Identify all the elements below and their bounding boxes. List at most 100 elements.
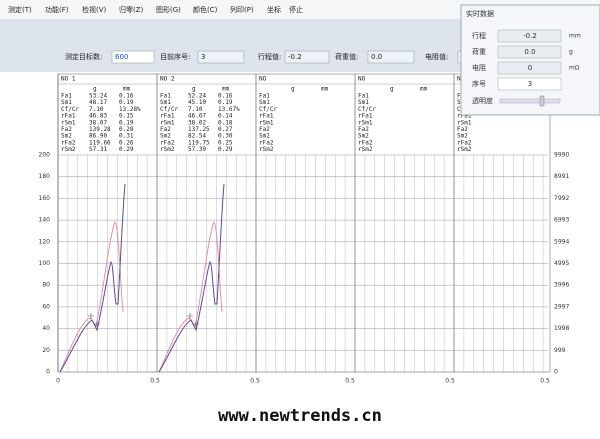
x-tick-label: 0.5 [540, 378, 550, 385]
panel-cell: rSm2 [259, 146, 274, 153]
panel-cell: Fa1 [259, 93, 270, 100]
panel-cell: 0.19 [218, 99, 233, 106]
y-tick-label: 200 [39, 152, 51, 159]
y2-tick-label: 7992 [554, 195, 569, 202]
panel-cell: 119.75 [188, 139, 210, 146]
panel-cell: rFa1 [358, 113, 373, 120]
panel-cell: rSm2 [61, 146, 76, 153]
panel-unit: mm [222, 86, 230, 93]
field-value: 3 [201, 53, 205, 61]
menu-item[interactable]: 检视(V) [82, 5, 107, 14]
panel-cell: Fa1 [61, 93, 72, 100]
panel-unit: g [291, 86, 295, 93]
field-value: 0.0 [371, 53, 382, 61]
y2-tick-label: 0 [554, 369, 558, 376]
y2-tick-label: 9990 [554, 152, 569, 159]
panel-cell: 57.31 [89, 146, 107, 153]
panel-unit: g [93, 86, 97, 93]
panel-cell: Cf/Cr [160, 106, 178, 113]
field-box[interactable] [284, 50, 330, 64]
realtime-unit: mm [569, 33, 581, 40]
panel-cell: 0.18 [218, 119, 233, 126]
x-tick-label: 0.5 [445, 378, 455, 385]
menu-item[interactable]: 图形(G) [156, 6, 181, 14]
curve [158, 183, 225, 373]
field-label: 测定目标数: [65, 52, 102, 61]
realtime-label: 电阻 [472, 63, 486, 72]
menu-item[interactable]: 功能(F) [45, 5, 69, 14]
grid [57, 74, 548, 373]
slider-thumb[interactable] [539, 95, 545, 107]
menu-item[interactable]: 坐标 [267, 5, 281, 14]
panel-cell: 46.67 [188, 113, 206, 120]
y-tick-label: 0 [46, 369, 50, 376]
y-tick-label: 20 [42, 347, 50, 354]
panel-cell: 38.02 [188, 119, 206, 126]
panel-cell: Sm2 [160, 133, 171, 140]
y2-tick-label: 999 [554, 347, 566, 354]
y-tick-label: 40 [42, 325, 50, 332]
field-box[interactable] [197, 50, 245, 64]
panel-unit: mm [420, 86, 428, 93]
menu-bar [0, 0, 600, 19]
y2-tick-label: 3996 [554, 282, 569, 289]
field-value: 600 [115, 53, 128, 61]
panel-cell: Fa2 [160, 126, 171, 133]
panel-cell: 82.54 [188, 133, 206, 140]
panel-cell: 0.28 [119, 126, 134, 133]
field-box[interactable] [367, 50, 415, 64]
field-box[interactable] [111, 50, 155, 64]
realtime-unit: g [569, 49, 573, 56]
panel-cell: 0.15 [119, 113, 134, 120]
panel-unit: g [390, 86, 394, 93]
panel-cell: Sm1 [259, 99, 270, 106]
menu-item[interactable]: 测定(T) [8, 5, 32, 14]
menu-item[interactable]: 停止 [289, 5, 303, 14]
panel-cell: 0.27 [218, 126, 233, 133]
y-tick-label: 60 [42, 303, 50, 310]
slider-label: 透明度 [472, 96, 493, 105]
curve-set [158, 183, 225, 373]
panel-cell: Cf/Cr [358, 106, 376, 113]
panel-cell: Fa2 [457, 126, 468, 133]
panel-cell: rFa1 [457, 113, 472, 120]
panel-cell: 0.19 [119, 99, 134, 106]
panel-cell: 7.10 [89, 106, 104, 113]
panel-cell: Fa2 [259, 126, 270, 133]
realtime-box [497, 29, 562, 43]
panel-title: NO [358, 76, 366, 83]
panel-bg [460, 4, 600, 116]
y2-tick-label: 5994 [554, 238, 569, 245]
panel-cell: Sm1 [160, 99, 171, 106]
menu-item[interactable]: 颜色(C) [193, 5, 218, 14]
marker [187, 313, 199, 327]
panel-cell: 13.28% [119, 106, 141, 113]
y2-tick-label: 4995 [554, 260, 569, 267]
panel-cell: rSm2 [457, 146, 472, 153]
panel-cell: Cf/Cr [259, 106, 277, 113]
y-tick-label: 180 [39, 173, 51, 180]
menu-item[interactable]: 列印(P) [230, 5, 254, 14]
curve [59, 221, 124, 373]
panel-cell: rSm1 [160, 119, 175, 126]
panel-cell: rFa2 [259, 139, 274, 146]
panel-cell: 0.26 [119, 139, 134, 146]
panel-cell: 57.39 [188, 146, 206, 153]
menu-item[interactable]: 归零(Z) [119, 5, 144, 14]
x-tick-label: 0 [56, 378, 60, 385]
panel-title: NO 1 [61, 76, 76, 83]
realtime-unit: mΩ [569, 65, 580, 72]
y2-tick-label: 8991 [554, 173, 569, 180]
slider-track[interactable] [499, 98, 561, 104]
realtime-box [497, 77, 562, 91]
realtime-value: 0.0 [524, 48, 535, 56]
panel-cell: 0.31 [119, 133, 134, 140]
panel-title: NO [259, 76, 267, 83]
panel-cell: rSm2 [160, 146, 175, 153]
plot-frame [57, 73, 551, 373]
panel-unit: g [192, 86, 196, 93]
panel-cell: rFa2 [61, 139, 76, 146]
curves [59, 183, 225, 373]
